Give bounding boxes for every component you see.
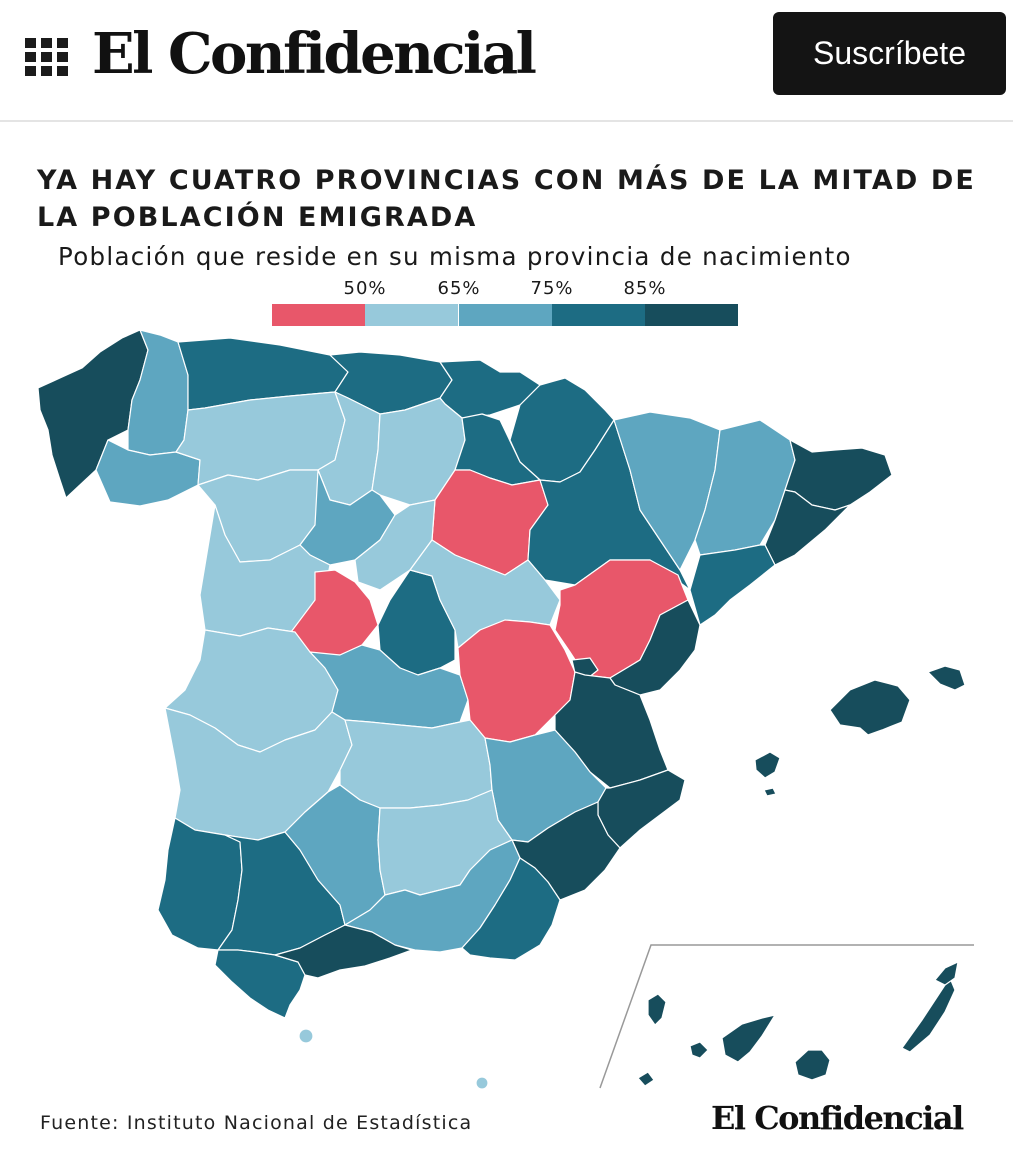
province-region (475, 1076, 489, 1090)
province-region (829, 679, 911, 736)
province-region (754, 751, 781, 779)
legend-bin (645, 304, 738, 326)
province-region (901, 977, 956, 1053)
chart-title: YA HAY CUATRO PROVINCIAS CON MÁS DE LA M… (37, 165, 976, 233)
legend-bin (459, 304, 552, 326)
legend-bin (365, 304, 458, 326)
legend-break-label: 75% (530, 278, 574, 299)
canary-inset-frame (599, 944, 974, 1089)
header-divider (0, 120, 1013, 122)
province-region (339, 719, 493, 809)
province-region (637, 1071, 655, 1087)
province-region (647, 993, 667, 1026)
legend-break-label: 65% (437, 278, 481, 299)
subscribe-button[interactable]: Suscríbete (773, 12, 1006, 95)
province-region (157, 817, 243, 951)
province-region (214, 949, 306, 1019)
province-region (609, 599, 701, 696)
source-note: Fuente: Instituto Nacional de Estadístic… (40, 1112, 473, 1134)
legend-bin (272, 304, 365, 326)
province-region (298, 1028, 314, 1044)
footer-brand-logo: El Confidencial (711, 1099, 964, 1137)
grid-menu-icon[interactable] (25, 38, 69, 76)
province-region (764, 489, 851, 566)
province-region (274, 924, 413, 979)
site-header: El Confidencial Suscríbete (0, 0, 1013, 120)
chart-subtitle: Población que reside en su misma provinc… (58, 242, 852, 271)
province-region (309, 644, 469, 729)
brand-logo[interactable]: El Confidencial (92, 21, 537, 87)
province-region (461, 857, 561, 961)
province-region (927, 665, 966, 691)
province-region (763, 787, 777, 797)
province-region (934, 961, 959, 986)
province-region (527, 419, 691, 591)
province-region (721, 1014, 776, 1063)
province-region (689, 544, 776, 626)
province-region (689, 1041, 709, 1059)
legend-break-label: 50% (343, 278, 387, 299)
province-region (794, 1049, 831, 1081)
province-region (439, 359, 541, 419)
legend-bin (552, 304, 645, 326)
province-region (354, 499, 436, 591)
legend-break-label: 85% (623, 278, 667, 299)
